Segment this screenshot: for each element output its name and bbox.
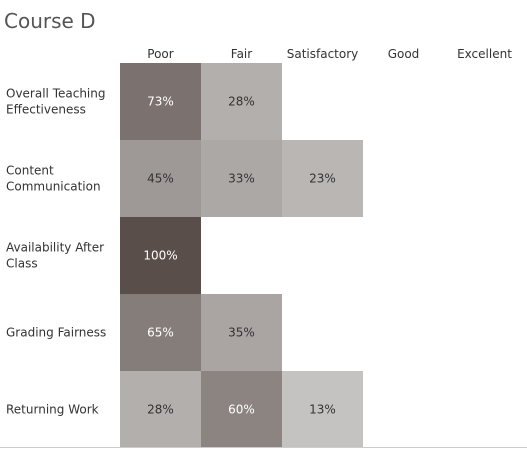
cell-value-label: 33% (228, 172, 255, 186)
cell-value-label: 28% (228, 95, 255, 109)
column-header-good: Good (388, 47, 420, 61)
heatmap-cell (120, 371, 201, 448)
cell-value-label: 73% (147, 95, 174, 109)
heatmap-cell (201, 140, 282, 217)
column-header-excellent: Excellent (457, 47, 512, 61)
cell-value-label: 45% (147, 172, 174, 186)
heatmap-cell (282, 140, 363, 217)
row-label-line: Content (6, 164, 54, 178)
row-label: Availability After Class (6, 241, 104, 271)
column-header-satisfactory: Satisfactory (287, 47, 359, 61)
row-label: Returning Work (6, 403, 99, 417)
row-label: Grading Fairness (6, 326, 106, 340)
row-label-line: Class (6, 257, 38, 271)
cell-value-label: 35% (228, 326, 255, 340)
row-label-line: Grading Fairness (6, 326, 106, 340)
cell-value-label: 65% (147, 326, 174, 340)
heatmap-cells (120, 63, 363, 448)
row-label-line: Returning Work (6, 403, 99, 417)
row-label: Content Communication (6, 164, 101, 194)
row-label-line: Communication (6, 180, 101, 194)
column-header-fair: Fair (231, 47, 252, 61)
cell-value-labels: 73% 28% 45% 33% 23% 100% 65% 35% 28% 60% 13% (143, 95, 335, 417)
cell-value-label: 60% (228, 403, 255, 417)
chart-title: Course D (4, 9, 96, 33)
row-label-line: Effectiveness (6, 103, 86, 117)
heatmap-cell (120, 294, 201, 371)
cell-value-label: 13% (309, 403, 336, 417)
row-label-line: Overall Teaching (6, 87, 106, 101)
column-headers: Poor Fair Satisfactory Good Excellent (147, 47, 512, 61)
column-header-poor: Poor (147, 47, 173, 61)
heatmap-cell (282, 371, 363, 448)
cell-value-label: 28% (147, 403, 174, 417)
heatmap-cell (201, 294, 282, 371)
heatmap-cell (201, 63, 282, 140)
row-label: Overall Teaching Effectiveness (6, 87, 106, 117)
row-label-line: Availability After (6, 241, 104, 255)
heatmap-cell (120, 63, 201, 140)
row-labels: Overall Teaching Effectiveness Content Comm… (6, 87, 106, 417)
cell-value-label: 23% (309, 172, 336, 186)
cell-value-label: 100% (143, 249, 177, 263)
heatmap-cell (201, 371, 282, 448)
heatmap-cell (120, 140, 201, 217)
heatmap-cell (120, 217, 201, 294)
